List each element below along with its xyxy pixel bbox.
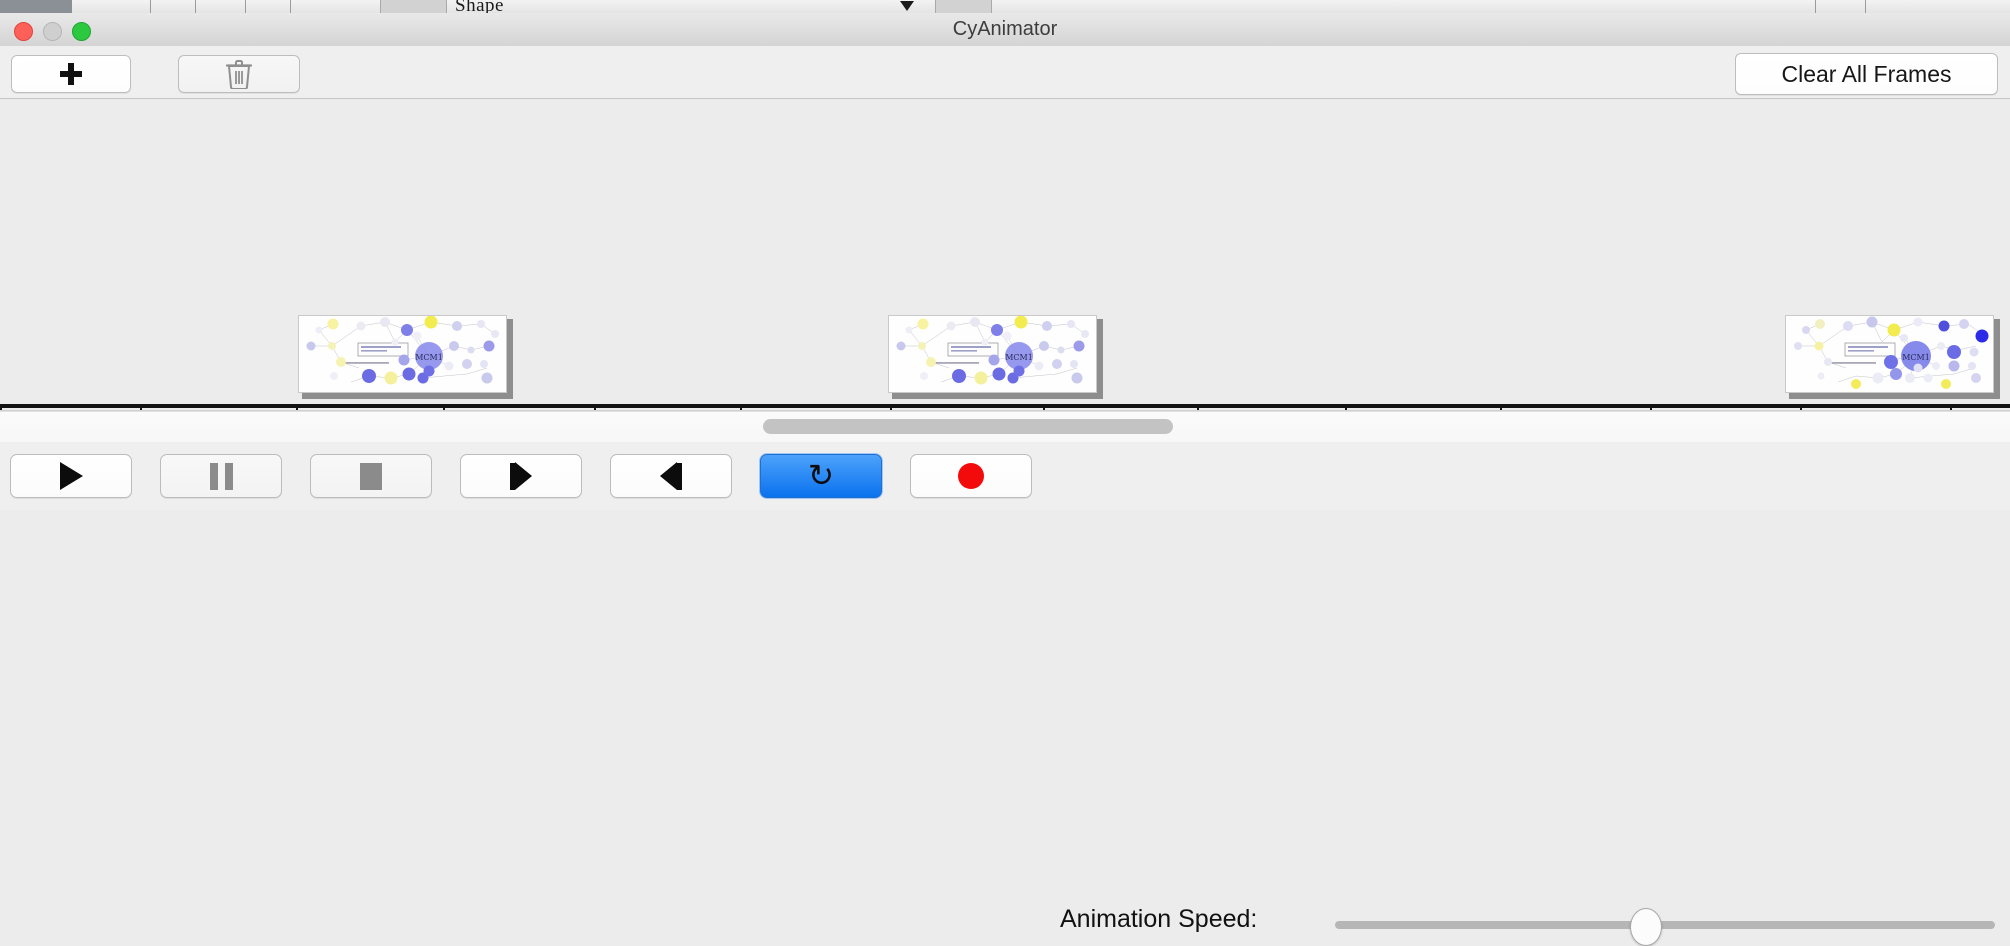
loop-icon: ↻ [808, 457, 834, 494]
playback-controls: ↻ Animation Speed: [0, 442, 2010, 946]
axis-tick-major [1500, 408, 1502, 410]
frame-thumbnail-3[interactable]: MCM1 [1785, 315, 2000, 399]
axis-tick-minor [140, 408, 142, 410]
stop-button[interactable] [310, 454, 432, 498]
title-bar[interactable]: CyAnimator [0, 13, 2010, 47]
svg-text:MCM1: MCM1 [1005, 353, 1033, 362]
delete-frame-button[interactable] [178, 55, 300, 93]
plus-icon [60, 63, 82, 85]
axis-tick-minor [1950, 408, 1952, 410]
animation-speed-slider-thumb[interactable] [1630, 908, 1662, 946]
timeline-scrollbar[interactable] [0, 411, 2010, 443]
clear-all-frames-button[interactable]: Clear All Frames [1735, 53, 1998, 95]
scrollbar-thumb[interactable] [763, 419, 1173, 434]
loop-button[interactable]: ↻ [760, 454, 882, 498]
zoom-button[interactable] [72, 22, 91, 41]
traffic-lights [14, 22, 91, 41]
background-window-sidebar [0, 0, 72, 13]
axis-tick-major [1800, 408, 1802, 410]
svg-text:MCM1: MCM1 [1902, 353, 1930, 362]
minimize-button[interactable] [43, 22, 62, 41]
axis-tick-minor [1345, 408, 1347, 410]
toolbar: Clear All Frames [0, 46, 2010, 99]
stop-icon [360, 462, 382, 490]
frame-thumbnail-2[interactable]: MCM1 [888, 315, 1103, 399]
play-icon [59, 462, 83, 490]
animation-speed-label: Animation Speed: [1060, 905, 1258, 933]
pause-icon [209, 462, 233, 490]
skip-start-icon [510, 462, 532, 490]
record-icon [958, 463, 984, 489]
skip-start-button[interactable] [460, 454, 582, 498]
frame-preview-network: MCM1 [888, 315, 1097, 393]
axis-tick-minor [443, 408, 445, 410]
axis-tick-major [890, 408, 892, 410]
timeline-panel[interactable]: MCM1 [0, 99, 2010, 411]
window-title: CyAnimator [952, 18, 1058, 40]
record-button[interactable] [910, 454, 1032, 498]
axis-tick-major [594, 408, 596, 410]
frame-thumbnail-1[interactable]: MCM1 [298, 315, 513, 399]
close-button[interactable] [14, 22, 33, 41]
animation-speed-slider[interactable] [1335, 921, 1995, 929]
pause-button[interactable] [160, 454, 282, 498]
background-window-label: Shape [455, 0, 504, 14]
axis-tick-major [1197, 408, 1199, 410]
frame-preview-network: MCM1 [298, 315, 507, 393]
skip-end-button[interactable] [610, 454, 732, 498]
play-button[interactable] [10, 454, 132, 498]
axis-tick-major [296, 408, 298, 410]
skip-end-icon [660, 462, 682, 490]
background-window-cursor-icon [900, 1, 914, 11]
axis-tick-minor [1650, 408, 1652, 410]
axis-tick-minor [740, 408, 742, 410]
svg-text:MCM1: MCM1 [415, 353, 443, 362]
add-frame-button[interactable] [11, 55, 131, 93]
axis-tick-major [0, 408, 2, 410]
frame-preview-network: MCM1 [1785, 315, 1994, 393]
timeline-axis-line [0, 404, 2010, 408]
background-window-strip: Shape [0, 0, 2010, 14]
trash-icon [226, 60, 252, 89]
axis-tick-minor [1043, 408, 1045, 410]
